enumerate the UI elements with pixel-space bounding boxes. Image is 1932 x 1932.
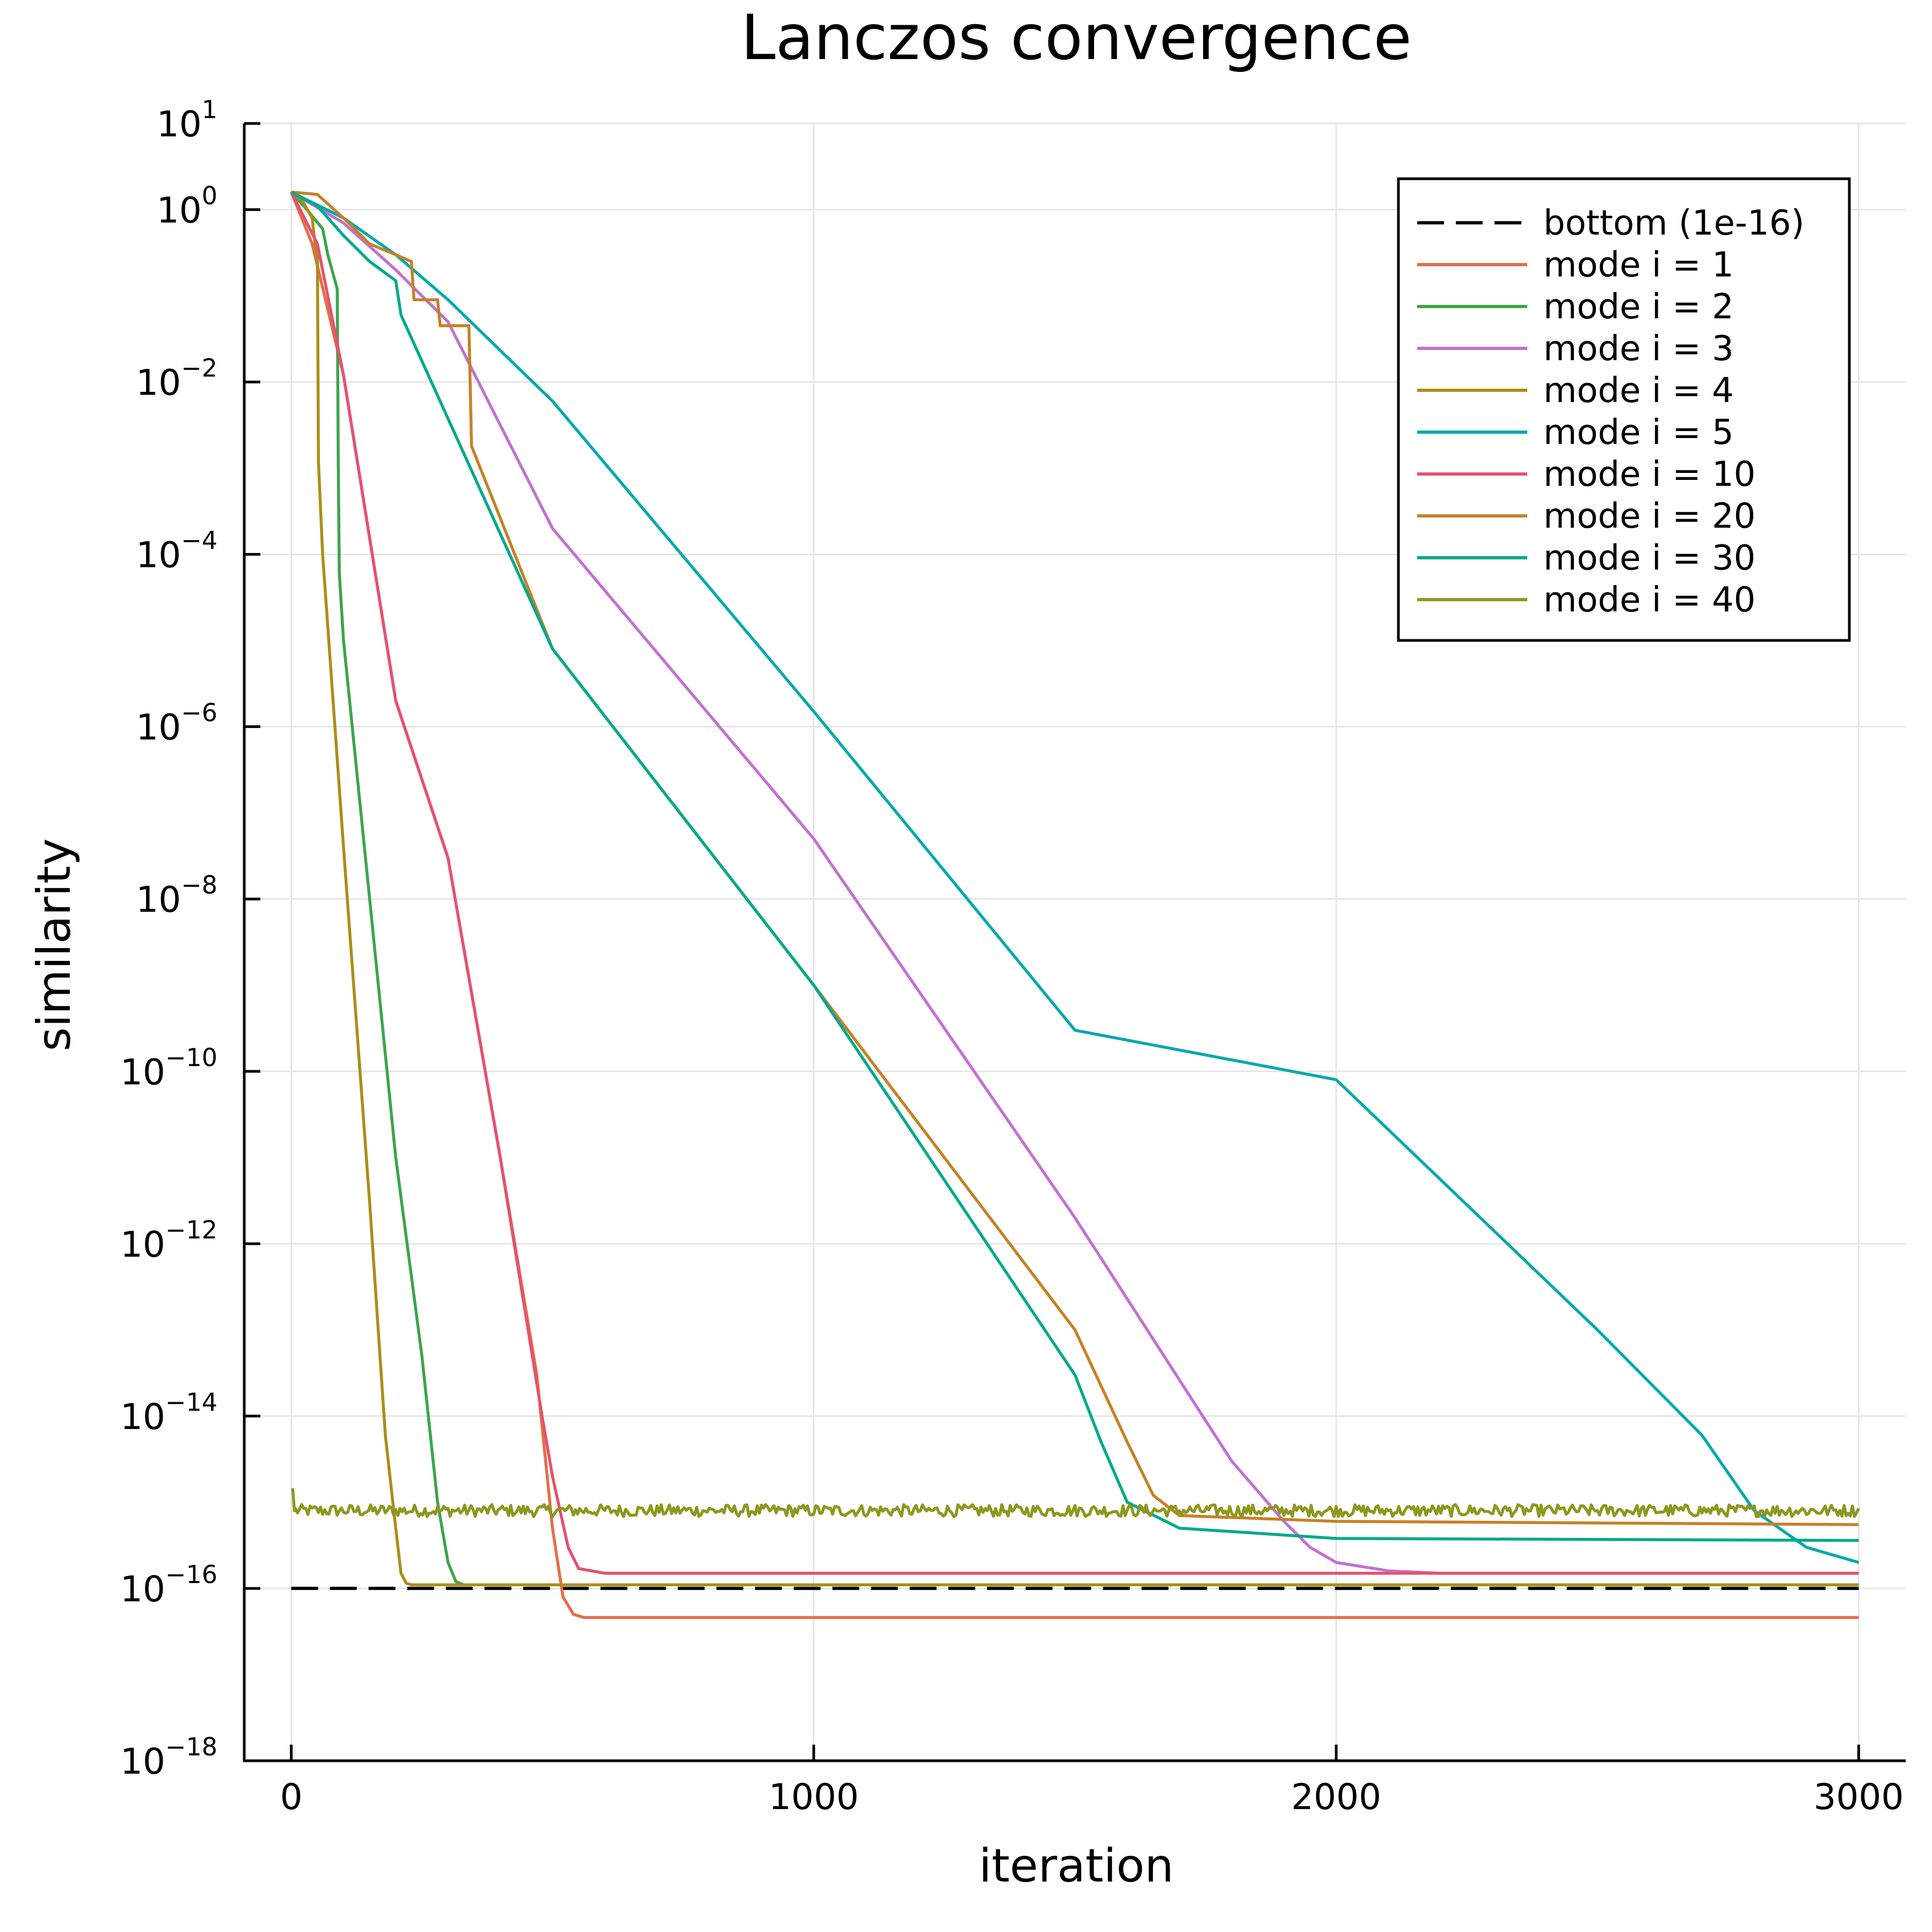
series-line-4 bbox=[290, 191, 1859, 1587]
legend-label: mode i = 20 bbox=[1543, 497, 1755, 536]
legend-label: mode i = 3 bbox=[1543, 329, 1734, 369]
x-axis-label: iteration bbox=[979, 1839, 1173, 1893]
y-tick-label: 10−14 bbox=[120, 1388, 217, 1438]
series-line-7 bbox=[291, 191, 1859, 1526]
chart-title: Lanczos convergence bbox=[741, 2, 1412, 74]
y-tick-label: 10−4 bbox=[136, 526, 217, 576]
legend-label: mode i = 30 bbox=[1543, 538, 1755, 578]
axes bbox=[243, 122, 1906, 1762]
y-tick-label: 10−10 bbox=[120, 1043, 217, 1093]
series-line-3 bbox=[290, 191, 1859, 1575]
legend-label: mode i = 40 bbox=[1543, 580, 1755, 620]
legend-label: mode i = 2 bbox=[1543, 287, 1734, 327]
tick-labels: 0 1000 2000 3000 101 100 10−2 10−4 10−6 10−8 10−10… bbox=[120, 95, 1904, 1818]
y-tick-label: 101 bbox=[157, 95, 217, 145]
legend-label: mode i = 1 bbox=[1543, 245, 1734, 285]
series-line-9 bbox=[291, 1488, 1860, 1518]
y-tick-label: 10−16 bbox=[120, 1560, 217, 1610]
y-tick-label: 10−2 bbox=[136, 354, 217, 404]
x-tick-label: 0 bbox=[280, 1776, 303, 1818]
legend-label: mode i = 4 bbox=[1543, 371, 1734, 411]
legend-label: bottom (1e-16) bbox=[1543, 203, 1804, 243]
y-tick-label: 10−12 bbox=[120, 1215, 217, 1265]
legend-label: mode i = 5 bbox=[1543, 413, 1734, 453]
y-tick-label: 10−18 bbox=[120, 1732, 217, 1782]
series-line-6 bbox=[290, 191, 1859, 1575]
series-line-2 bbox=[290, 191, 1859, 1587]
legend-label: mode i = 10 bbox=[1543, 455, 1755, 494]
y-tick-label: 10−8 bbox=[136, 871, 217, 921]
y-axis-label: similarity bbox=[27, 839, 81, 1052]
y-tick-label: 10−6 bbox=[136, 698, 217, 748]
x-tick-label: 2000 bbox=[1291, 1776, 1381, 1818]
series-line-8 bbox=[290, 191, 1859, 1542]
series-layer bbox=[290, 191, 1860, 1619]
legend-box bbox=[1397, 177, 1851, 642]
x-tick-label: 3000 bbox=[1813, 1776, 1904, 1818]
x-tick-label: 1000 bbox=[769, 1776, 859, 1818]
y-tick-label: 100 bbox=[157, 181, 217, 231]
